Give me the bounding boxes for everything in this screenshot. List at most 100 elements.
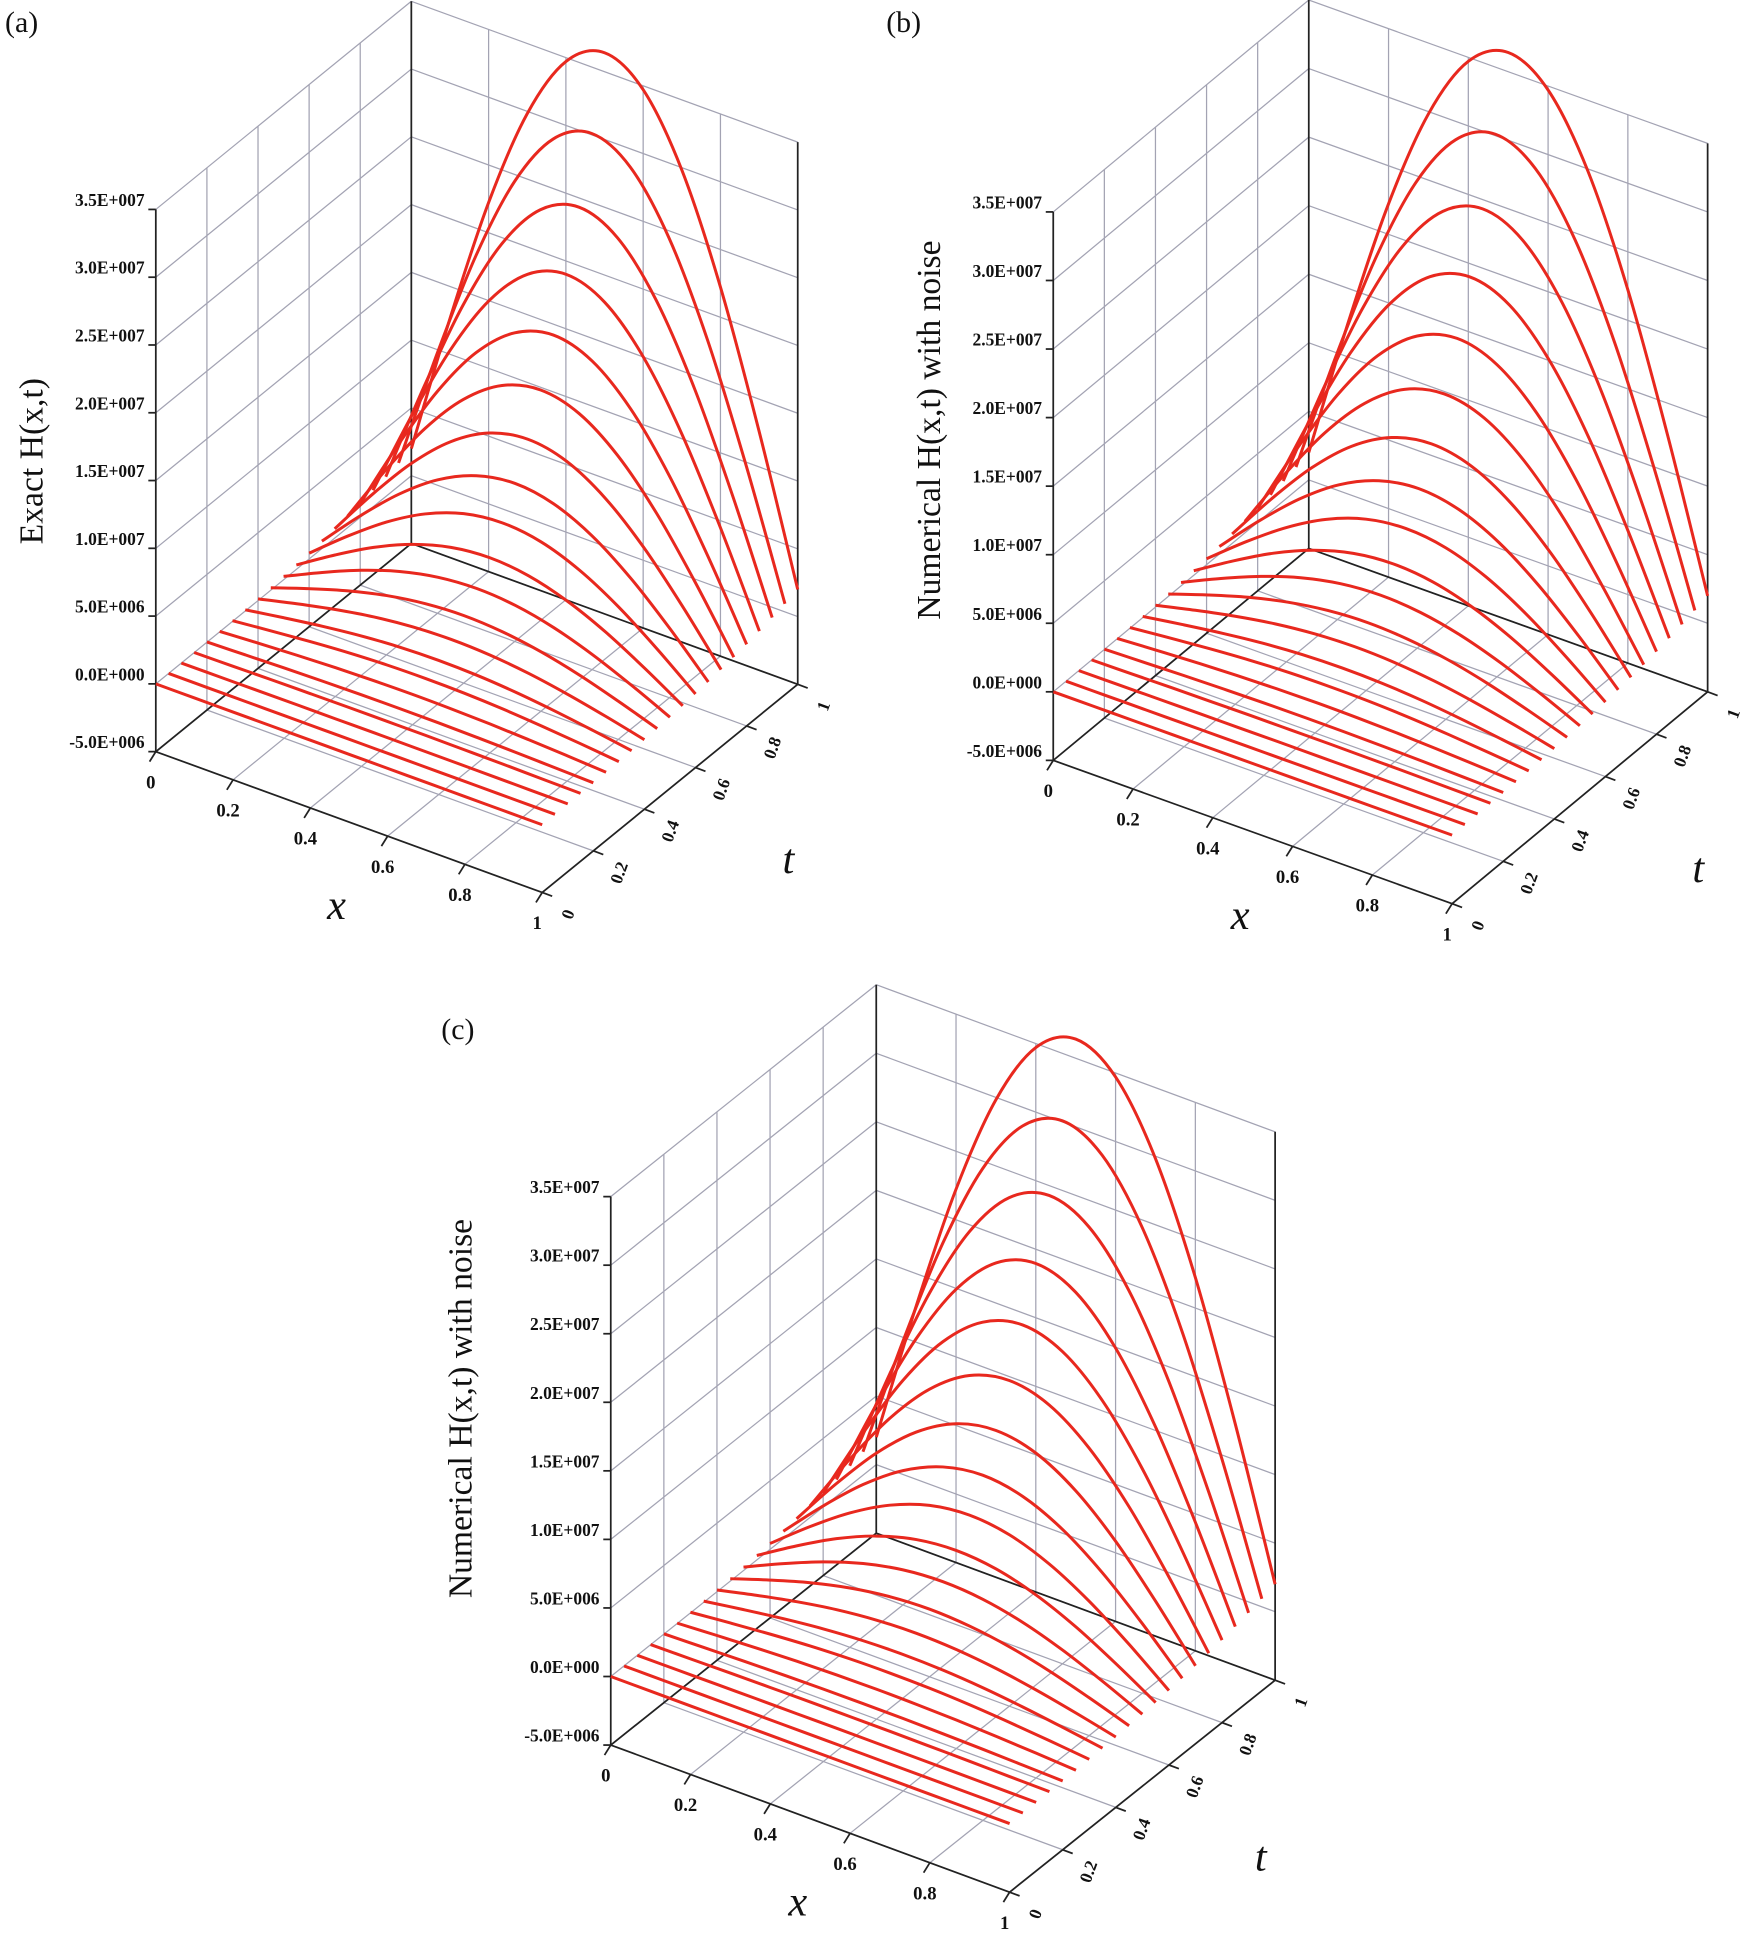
floor-grid-line	[929, 1650, 1196, 1864]
surface-curve	[1180, 574, 1581, 727]
surface-curve	[610, 1675, 1011, 1825]
surface-curve	[1142, 614, 1543, 762]
box-edge	[155, 542, 412, 753]
z-tick-label: 3.5E+007	[75, 190, 145, 210]
surface-curve	[1129, 626, 1530, 773]
x-axis-line	[155, 750, 543, 894]
wall-grid-line	[610, 1327, 877, 1540]
x-tick-mark	[226, 779, 234, 791]
surface-curve	[1294, 130, 1697, 611]
surface-curve	[756, 1534, 1157, 1704]
wall-grid-line	[1308, 0, 1708, 144]
box-edge	[411, 542, 799, 686]
x-tick-label: 0	[1044, 781, 1053, 802]
surface-curve	[1103, 647, 1504, 794]
surface-curve	[821, 1319, 1224, 1641]
wall-grid-line	[876, 1258, 1276, 1407]
x-tick-label: 0.8	[1356, 896, 1379, 917]
surface-curve	[848, 1190, 1250, 1614]
t-tick-label: 0.8	[759, 734, 785, 762]
surface-curve	[409, 49, 800, 590]
x-tick-mark	[148, 751, 157, 763]
z-tick-label: 5.0E+006	[972, 604, 1042, 624]
x-tick-mark	[1285, 845, 1294, 857]
floor-grid-line	[690, 1562, 957, 1775]
surface-curve	[1256, 332, 1658, 653]
z-tick-label: 2.0E+007	[75, 393, 145, 413]
wall-grid-line	[610, 1395, 877, 1609]
wall-grid-line	[411, 407, 798, 550]
surface-curve	[1193, 548, 1594, 716]
wall-grid-line	[876, 984, 1276, 1133]
x-axis-line	[1052, 759, 1453, 905]
wall-grid-line	[610, 1121, 877, 1335]
x-tick-label: 0	[601, 1766, 610, 1787]
wall-grid-line	[610, 1052, 877, 1266]
t-axis-title: t	[1255, 1834, 1268, 1881]
x-tick-label: 0.4	[294, 829, 317, 850]
wall-grid-line	[876, 1326, 1276, 1476]
x-tick-label: 0.8	[913, 1883, 936, 1904]
surface-curve	[1307, 48, 1710, 597]
z-tick-label: 1.5E+007	[530, 1451, 600, 1471]
t-tick-label: 0.2	[606, 859, 632, 886]
x-tick-label: 1	[1000, 1913, 1009, 1934]
panel-label: (c)	[441, 1013, 474, 1046]
surface-curve	[180, 661, 569, 806]
surface-curve	[295, 542, 684, 707]
surface-curve	[743, 1560, 1144, 1716]
z-tick-label: -5.0E+006	[69, 732, 145, 752]
surface-curve	[384, 202, 774, 619]
x-tick-label: 0.2	[216, 801, 239, 822]
x-tick-label: 0.2	[1116, 810, 1139, 831]
t-tick-mark	[797, 683, 809, 689]
wall-grid-line	[1308, 205, 1708, 350]
floor-grid-line	[206, 709, 594, 852]
x-tick-mark	[1002, 1891, 1011, 1903]
wall-grid-line	[1052, 205, 1310, 419]
z-tick-label: -5.0E+006	[967, 741, 1043, 761]
surface-curve	[1281, 204, 1684, 625]
wall-grid-line	[411, 475, 798, 618]
wall-grid-line	[610, 984, 877, 1198]
surface-curve	[346, 383, 736, 658]
box-edge	[1052, 547, 1310, 762]
x-tick-label: 1	[1442, 924, 1451, 945]
surface-curve	[308, 511, 697, 695]
surface-curve	[1168, 592, 1568, 739]
wall-grid-line	[876, 1121, 1276, 1270]
t-tick-label: 0.8	[1234, 1730, 1260, 1758]
t-tick-label: 0	[557, 906, 579, 921]
surface-curve	[397, 129, 787, 605]
floor-grid-line	[822, 1574, 1223, 1724]
surface-curve	[168, 672, 556, 816]
x-tick-label: 0	[146, 772, 155, 793]
t-tick-label: 1	[1290, 1694, 1312, 1709]
x-tick-mark	[843, 1832, 851, 1844]
box-edge	[1308, 547, 1708, 693]
z-tick-label: 3.0E+007	[530, 1246, 600, 1266]
surface-curve	[1231, 435, 1633, 679]
wall-grid-line	[1308, 342, 1708, 487]
t-tick-mark	[1451, 902, 1463, 909]
surface-curve	[1078, 669, 1479, 816]
surface-curve	[358, 329, 748, 645]
t-tick-label: 0	[1467, 918, 1489, 933]
x-tick-mark	[1046, 759, 1054, 771]
wall-grid-line	[1308, 410, 1708, 556]
wall-grid-line	[876, 1464, 1276, 1613]
z-tick-label: -5.0E+006	[524, 1726, 600, 1746]
z-tick-label: 1.0E+007	[972, 535, 1042, 555]
t-tick-mark	[541, 891, 553, 898]
surface-curve	[257, 597, 646, 741]
wall-grid-line	[610, 1258, 877, 1472]
floor-grid-line	[308, 626, 696, 769]
z-tick-label: 1.0E+007	[75, 529, 145, 549]
t-tick-mark	[1274, 1679, 1286, 1685]
surface-curve	[206, 640, 594, 785]
x-tick-mark	[535, 892, 543, 903]
z-tick-label: 2.5E+007	[75, 326, 145, 346]
x-tick-label: 0.4	[1196, 838, 1219, 859]
x-tick-mark	[763, 1803, 772, 1815]
surface-curve	[650, 1643, 1050, 1794]
